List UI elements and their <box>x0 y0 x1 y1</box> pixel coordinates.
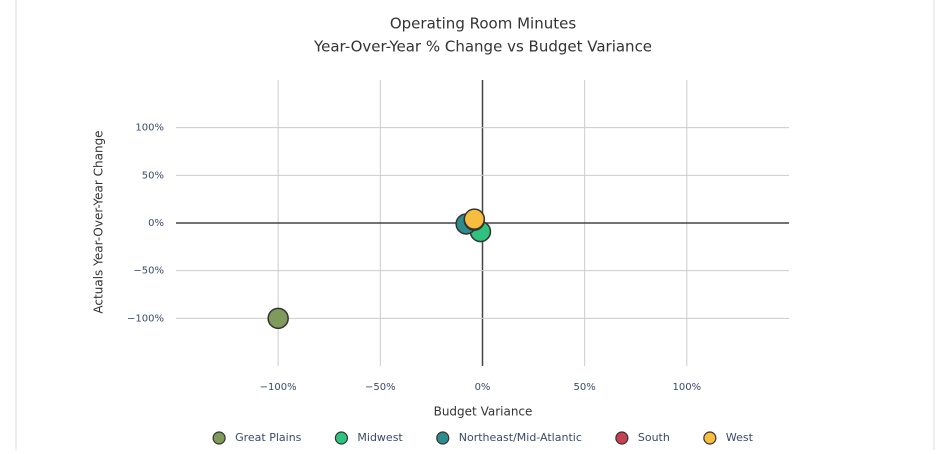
frame <box>15 0 935 454</box>
y-axis-label: Actuals Year-Over-Year Change <box>92 130 106 313</box>
legend-label: West <box>726 431 754 444</box>
legend-symbol <box>615 431 629 445</box>
chart-subtitle: Year-Over-Year % Change vs Budget Varian… <box>313 38 652 56</box>
x-tick-label: 0% <box>475 382 491 393</box>
legend-symbol <box>334 431 349 445</box>
y-tick-label: 100% <box>135 123 164 134</box>
point <box>463 208 486 230</box>
legend-label: South <box>638 431 670 444</box>
x-tick-label: −100% <box>260 382 297 393</box>
legend-symbol <box>703 431 717 445</box>
x-tick-label: 50% <box>574 382 596 393</box>
x-tick-label: 100% <box>673 382 702 393</box>
x-axis-label: Budget Variance <box>434 405 533 419</box>
y-tick-label: 50% <box>142 170 164 181</box>
legend-symbol <box>212 431 226 445</box>
point <box>267 307 289 330</box>
y-tick-label: 0% <box>148 218 164 229</box>
legend-label: Northeast/Mid-Atlantic <box>459 431 582 444</box>
chart-title: Operating Room Minutes <box>390 15 576 33</box>
legend-label: Midwest <box>357 431 403 444</box>
legend-symbol <box>436 431 450 445</box>
legend-label: Great Plains <box>235 431 302 444</box>
y-tick-label: −100% <box>127 313 164 324</box>
x-tick-label: −50% <box>365 382 396 393</box>
y-tick-label: −50% <box>133 266 164 277</box>
